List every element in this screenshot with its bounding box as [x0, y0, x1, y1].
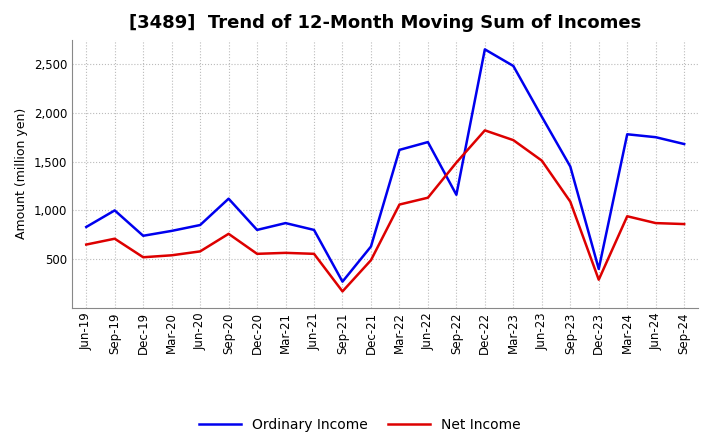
Ordinary Income	[680, 141, 688, 147]
Net Income	[282, 250, 290, 256]
Net Income	[395, 202, 404, 207]
Legend: Ordinary Income, Net Income: Ordinary Income, Net Income	[194, 412, 526, 437]
Net Income	[566, 199, 575, 204]
Net Income	[139, 255, 148, 260]
Ordinary Income	[509, 63, 518, 69]
Net Income	[253, 251, 261, 257]
Ordinary Income	[480, 47, 489, 52]
Net Income	[423, 195, 432, 200]
Ordinary Income	[253, 227, 261, 233]
Line: Ordinary Income: Ordinary Income	[86, 49, 684, 282]
Net Income	[452, 160, 461, 165]
Y-axis label: Amount (million yen): Amount (million yen)	[15, 108, 28, 239]
Ordinary Income	[595, 266, 603, 271]
Ordinary Income	[139, 233, 148, 238]
Ordinary Income	[537, 114, 546, 119]
Net Income	[225, 231, 233, 236]
Net Income	[480, 128, 489, 133]
Ordinary Income	[310, 227, 318, 233]
Net Income	[623, 213, 631, 219]
Ordinary Income	[196, 222, 204, 227]
Net Income	[652, 220, 660, 226]
Ordinary Income	[623, 132, 631, 137]
Ordinary Income	[338, 279, 347, 284]
Ordinary Income	[167, 228, 176, 234]
Ordinary Income	[566, 164, 575, 169]
Net Income	[680, 221, 688, 227]
Net Income	[82, 242, 91, 247]
Net Income	[338, 289, 347, 294]
Ordinary Income	[110, 208, 119, 213]
Ordinary Income	[395, 147, 404, 153]
Title: [3489]  Trend of 12-Month Moving Sum of Incomes: [3489] Trend of 12-Month Moving Sum of I…	[129, 15, 642, 33]
Ordinary Income	[282, 220, 290, 226]
Ordinary Income	[82, 224, 91, 230]
Net Income	[310, 251, 318, 257]
Ordinary Income	[652, 135, 660, 140]
Ordinary Income	[225, 196, 233, 202]
Ordinary Income	[452, 192, 461, 198]
Net Income	[196, 249, 204, 254]
Net Income	[595, 277, 603, 282]
Net Income	[167, 253, 176, 258]
Net Income	[110, 236, 119, 242]
Net Income	[509, 137, 518, 143]
Ordinary Income	[423, 139, 432, 145]
Line: Net Income: Net Income	[86, 130, 684, 291]
Net Income	[537, 158, 546, 163]
Ordinary Income	[366, 244, 375, 249]
Net Income	[366, 257, 375, 263]
